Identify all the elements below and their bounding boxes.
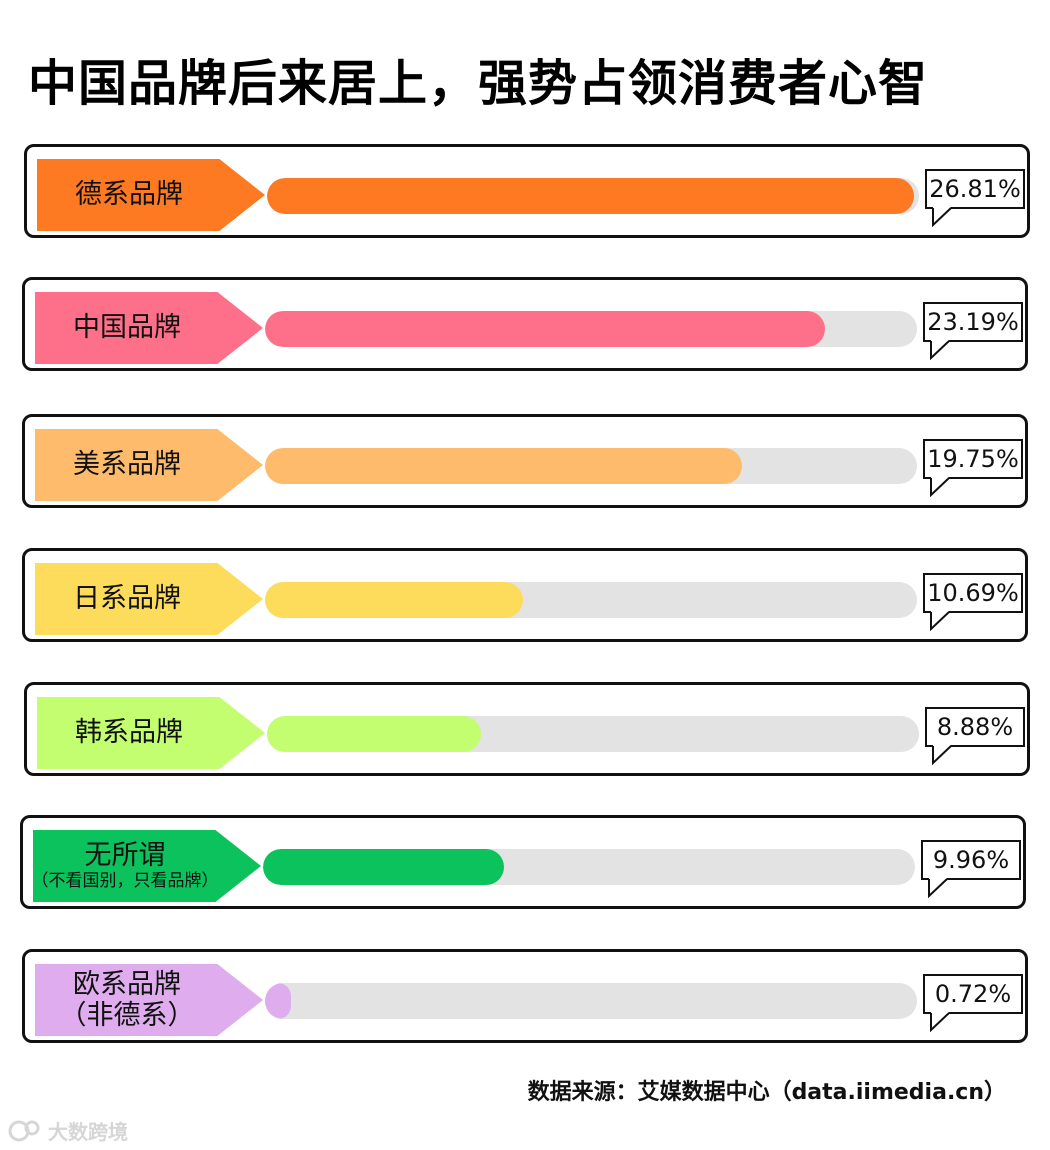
callout-tail-icon xyxy=(930,340,950,360)
callout-tail-icon xyxy=(930,1012,950,1032)
value-label: 19.75% xyxy=(923,439,1023,479)
callout-tail-icon xyxy=(930,611,950,631)
category-label: 德系品牌 xyxy=(75,179,183,211)
category-tag: 欧系品牌 （非德系） xyxy=(35,964,263,1036)
category-tag: 日系品牌 xyxy=(35,563,263,635)
value-label: 26.81% xyxy=(925,169,1025,209)
category-label: 中国品牌 xyxy=(73,312,181,344)
callout-tail-icon xyxy=(928,878,948,898)
category-label: 韩系品牌 xyxy=(75,717,183,749)
bar-fill xyxy=(265,448,742,484)
bar-row: 美系品牌 19.75% xyxy=(22,414,1028,508)
category-label: 欧系品牌 xyxy=(73,968,181,1000)
bar-track xyxy=(265,582,917,618)
bar-fill xyxy=(265,582,523,618)
bar-track xyxy=(265,311,917,347)
category-tag: 德系品牌 xyxy=(37,159,265,231)
chart-title: 中国品牌后来居上，强势占领消费者心智 xyxy=(28,55,929,112)
bar-track xyxy=(263,849,915,885)
category-tag: 韩系品牌 xyxy=(37,697,265,769)
category-tag: 中国品牌 xyxy=(35,292,263,364)
callout-tail-icon xyxy=(930,477,950,497)
category-label: 日系品牌 xyxy=(73,583,181,615)
bar-fill xyxy=(267,178,914,214)
value-label: 8.88% xyxy=(925,707,1025,747)
value-label: 10.69% xyxy=(923,573,1023,613)
bar-track xyxy=(267,178,919,214)
watermark-logo-icon xyxy=(8,1120,40,1141)
category-tag: 美系品牌 xyxy=(35,429,263,501)
bar-track xyxy=(265,983,917,1019)
bar-row: 日系品牌 10.69% xyxy=(22,548,1028,642)
category-sublabel: （非德系） xyxy=(59,1000,195,1031)
callout-tail-icon xyxy=(932,745,952,765)
callout-tail-icon xyxy=(932,207,952,227)
bar-fill xyxy=(265,983,291,1019)
bar-fill xyxy=(263,849,504,885)
value-label: 0.72% xyxy=(923,974,1023,1014)
category-label: 美系品牌 xyxy=(73,449,181,481)
bar-fill xyxy=(267,716,481,752)
bar-row: 德系品牌 26.81% xyxy=(24,144,1030,238)
bar-track xyxy=(265,448,917,484)
category-tag: 无所谓 （不看国别，只看品牌） xyxy=(33,830,261,902)
watermark-text: 大数跨境 xyxy=(48,1120,128,1144)
category-sublabel: （不看国别，只看品牌） xyxy=(31,871,219,892)
value-label: 23.19% xyxy=(923,302,1023,342)
bar-row: 无所谓 （不看国别，只看品牌） 9.96% xyxy=(20,815,1026,909)
bar-row: 韩系品牌 8.88% xyxy=(24,682,1030,776)
bar-fill xyxy=(265,311,825,347)
data-source: 数据来源：艾媒数据中心（data.iimedia.cn） xyxy=(527,1080,1006,1105)
bar-track xyxy=(267,716,919,752)
bar-row: 中国品牌 23.19% xyxy=(22,277,1028,371)
bar-row: 欧系品牌 （非德系） 0.72% xyxy=(22,949,1028,1043)
watermark: 大数跨境 xyxy=(8,1116,128,1145)
value-label: 9.96% xyxy=(921,840,1021,880)
category-label: 无所谓 xyxy=(84,840,166,872)
